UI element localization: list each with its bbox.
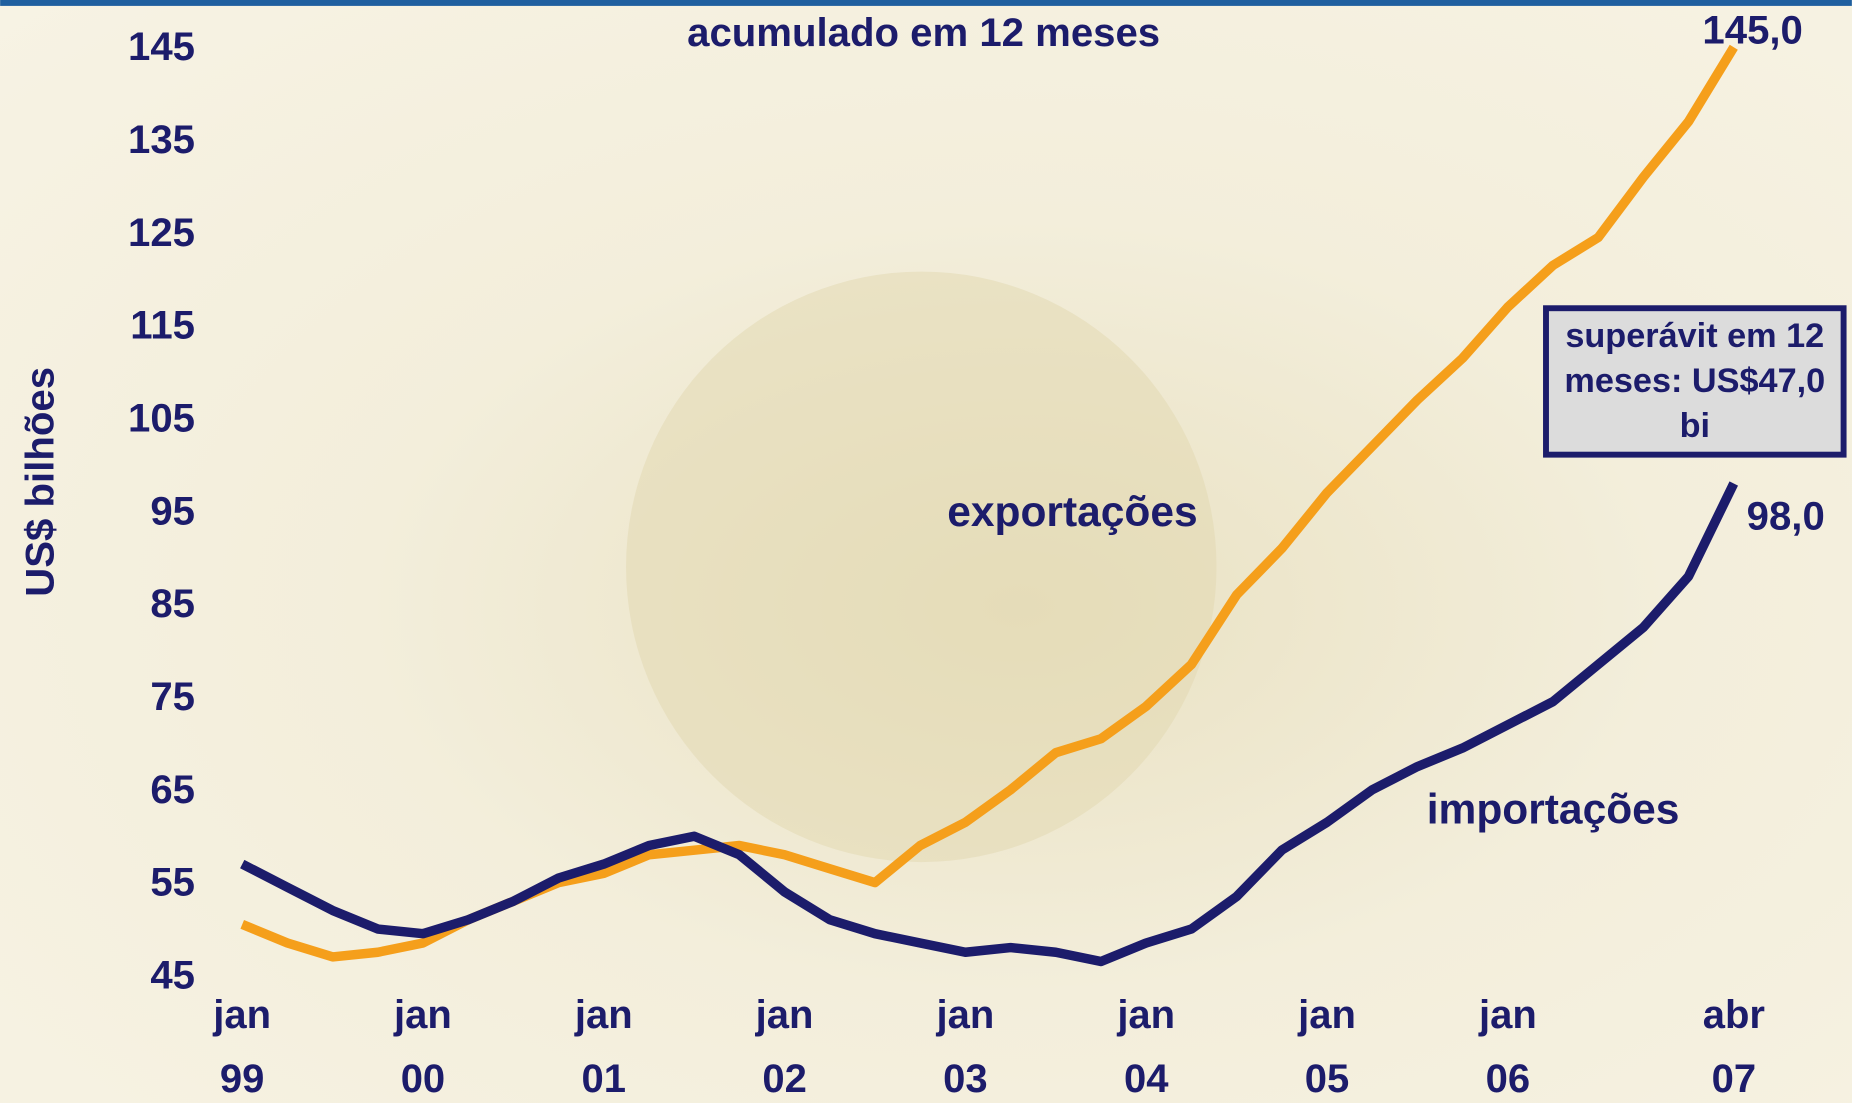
y-tick-label: 85	[150, 581, 195, 626]
y-tick-label: 145	[128, 24, 195, 69]
y-tick-label: 135	[128, 117, 195, 162]
y-tick-label: 115	[130, 303, 195, 348]
y-tick-label: 55	[150, 860, 195, 905]
x-tick-label: jan 00	[378, 983, 468, 1111]
x-tick-label: jan 99	[197, 983, 287, 1111]
x-tick-label: jan 03	[920, 983, 1010, 1111]
y-tick-label: 75	[150, 674, 195, 719]
annotation-holder: superávit em 12 meses: US$47,0 bi	[1550, 312, 1841, 451]
x-tick-label: jan 02	[740, 983, 830, 1111]
series-label: importações	[1427, 787, 1680, 834]
x-tick-label: jan 05	[1282, 983, 1372, 1111]
x-tick-label: jan 06	[1463, 983, 1553, 1111]
series-label: exportações	[947, 489, 1197, 536]
y-axis-label: US$ bilhões	[17, 367, 62, 597]
y-tick-label: 45	[150, 952, 195, 997]
x-tick-label: jan 01	[559, 983, 649, 1111]
annotation: superávit em 12 meses: US$47,0 bi	[1550, 312, 1841, 449]
y-tick-label: 125	[128, 210, 195, 255]
chart-canvas: acumulado em 12 meses US$ bilhões export…	[0, 0, 1852, 1103]
x-tick-label: jan 04	[1101, 983, 1191, 1111]
value-label: 98,0	[1747, 494, 1825, 539]
y-tick-label: 65	[150, 767, 195, 812]
y-tick-label: 105	[128, 395, 195, 440]
x-tick-label: abr 07	[1689, 983, 1779, 1111]
value-label: 145,0	[1702, 8, 1802, 53]
y-tick-label: 95	[150, 488, 195, 533]
bg-seal	[626, 272, 1216, 862]
chart-title: acumulado em 12 meses	[687, 10, 1160, 55]
chart: acumulado em 12 meses US$ bilhões export…	[0, 0, 1852, 1103]
top-strip	[0, 0, 1852, 6]
